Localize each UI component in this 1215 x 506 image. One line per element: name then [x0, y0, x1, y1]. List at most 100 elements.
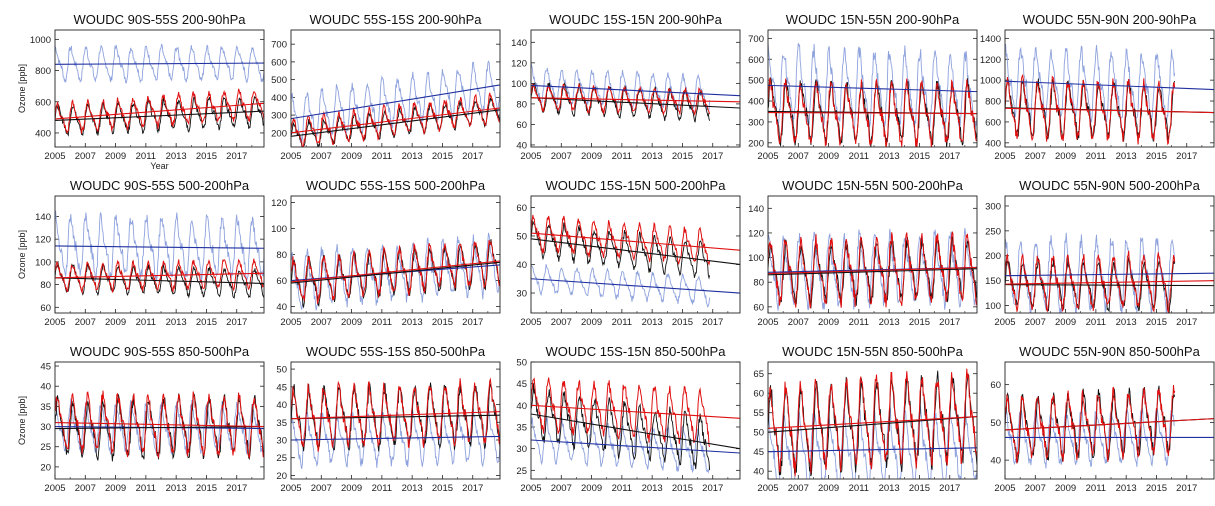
y-tick-label: 120 — [511, 58, 527, 69]
y-tick-label: 500 — [271, 75, 287, 86]
y-tick-label: 60 — [753, 302, 764, 313]
blue-series-line — [291, 60, 500, 143]
y-tick-label: 30 — [40, 422, 51, 433]
x-tick-label: 2015 — [672, 151, 693, 162]
blue-trend-line — [291, 435, 500, 441]
panel-5: WOUDC 55N-90N 200-90hPa 400 600 800 1000 1200… — [980, 12, 1215, 162]
x-tick-label: 2011 — [612, 483, 632, 494]
y-tick-label: 40 — [276, 302, 287, 313]
red-series-line — [291, 92, 500, 147]
x-tick-label: 2015 — [672, 483, 693, 494]
blue-series-line — [55, 397, 264, 456]
x-tick-label: 2011 — [1086, 317, 1106, 328]
x-tick-label: 2017 — [702, 317, 723, 328]
y-tick-label: 200 — [985, 251, 1001, 262]
black-trend-line — [768, 268, 977, 276]
black-trend-line — [531, 97, 740, 109]
y-tick-label: 80 — [40, 280, 51, 291]
x-tick-label: 2007 — [311, 151, 332, 162]
black-trend-line — [531, 238, 740, 266]
y-tick-label: 120 — [271, 198, 287, 209]
plot-area — [55, 210, 264, 299]
black-series-line — [531, 383, 711, 471]
x-tick-label: 2017 — [702, 151, 723, 162]
black-trend-line — [291, 109, 500, 137]
y-tick-label: 30 — [276, 436, 287, 447]
y-tick-label: 40 — [516, 140, 527, 151]
x-tick-label: 2005 — [520, 483, 541, 494]
y-tick-label: 500 — [748, 76, 764, 87]
y-tick-label: 400 — [271, 93, 287, 104]
x-tick-label: 2013 — [879, 151, 900, 162]
x-tick-label: 2007 — [788, 151, 809, 162]
x-tick-label: 2011 — [849, 317, 869, 328]
panel-frame — [530, 29, 741, 148]
y-tick-label: 45 — [516, 379, 527, 390]
x-tick-label: 2009 — [818, 317, 839, 328]
red-trend-line — [55, 102, 264, 120]
x-tick-label: 2011 — [136, 483, 156, 494]
y-tick-label: 600 — [985, 117, 1001, 128]
y-axis-label: Ozone [ppb] — [17, 396, 27, 445]
y-tick-label: 80 — [753, 278, 764, 289]
y-tick-label: 120 — [748, 228, 764, 239]
plot-area — [531, 63, 740, 123]
y-tick-label: 600 — [748, 55, 764, 66]
x-tick-label: 2013 — [879, 483, 900, 494]
x-tick-label: 2015 — [672, 317, 693, 328]
x-tick-label: 2017 — [462, 151, 483, 162]
x-tick-label: 2009 — [341, 483, 362, 494]
y-tick-label: 40 — [40, 382, 51, 393]
x-tick-label: 2009 — [581, 317, 602, 328]
panel-title: WOUDC 15N-55N 500-200hPa — [782, 178, 963, 193]
x-tick-label: 2017 — [939, 483, 960, 494]
blue-series-line — [768, 42, 977, 136]
x-tick-label: 2013 — [166, 483, 187, 494]
y-tick-label: 300 — [748, 117, 764, 128]
panel-title: WOUDC 55N-90N 500-200hPa — [1019, 178, 1200, 193]
blue-trend-line — [531, 278, 740, 294]
plot-area — [1005, 44, 1214, 146]
y-tick-label: 300 — [271, 111, 287, 122]
x-tick-label: 2017 — [462, 483, 483, 494]
y-tick-label: 50 — [276, 365, 287, 376]
panel-title: WOUDC 90S-55S 850-500hPa — [70, 344, 250, 359]
panel-14: WOUDC 15N-55N 850-500hPa 40 45 50 55 60 65 2005… — [753, 344, 978, 494]
y-tick-label: 100 — [748, 253, 764, 264]
red-trend-line — [291, 411, 500, 420]
panel-frame — [767, 195, 978, 314]
red-series-line — [1005, 384, 1176, 464]
y-tick-label: 25 — [516, 466, 527, 477]
x-tick-label: 2015 — [196, 483, 217, 494]
x-tick-label: 2013 — [1116, 317, 1137, 328]
panel-12: WOUDC 55S-15S 850-500hPa 20 25 30 35 40 45 50 20… — [276, 344, 501, 494]
blue-trend-line — [291, 84, 500, 120]
y-tick-label: 200 — [748, 138, 764, 149]
x-tick-label: 2005 — [994, 151, 1015, 162]
x-tick-label: 2011 — [849, 151, 869, 162]
y-tick-label: 200 — [271, 128, 287, 139]
red-trend-line — [1005, 107, 1214, 114]
panel-frame — [767, 361, 978, 480]
panel-frame — [1004, 195, 1215, 314]
y-tick-label: 25 — [40, 442, 51, 453]
x-tick-label: 2009 — [818, 483, 839, 494]
red-trend-line — [768, 416, 977, 429]
black-series-line — [1005, 257, 1176, 313]
y-axis-label: Ozone [ppb] — [17, 230, 27, 279]
y-tick-label: 40 — [516, 401, 527, 412]
x-tick-label: 2007 — [311, 483, 332, 494]
y-tick-label: 65 — [753, 369, 764, 380]
y-tick-label: 40 — [753, 467, 764, 478]
y-tick-label: 20 — [40, 462, 51, 473]
x-tick-label: 2015 — [909, 151, 930, 162]
x-tick-label: 2005 — [994, 483, 1015, 494]
y-tick-label: 100 — [985, 301, 1001, 312]
x-tick-label: 2011 — [612, 317, 632, 328]
y-tick-label: 25 — [276, 453, 287, 464]
plot-area — [768, 42, 977, 147]
red-trend-line — [55, 421, 264, 428]
panel-frame — [767, 29, 978, 148]
y-tick-label: 60 — [516, 203, 527, 214]
x-tick-label: 2007 — [311, 317, 332, 328]
